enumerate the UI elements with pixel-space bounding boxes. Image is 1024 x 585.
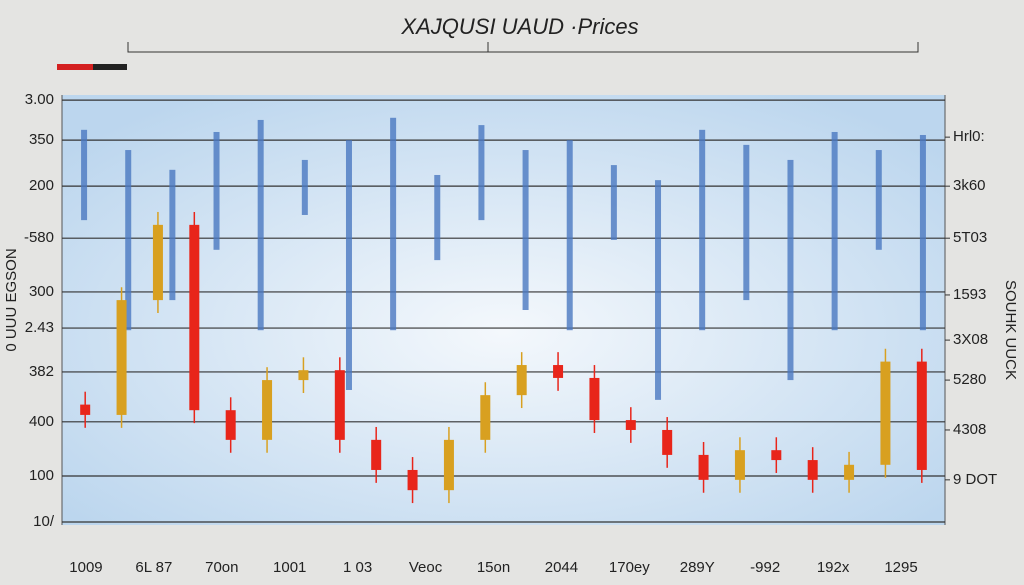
candle-body bbox=[553, 365, 564, 378]
y-tick-label: 100 bbox=[29, 467, 54, 484]
range-bar bbox=[610, 165, 617, 240]
candle-body bbox=[625, 420, 636, 430]
range-bar bbox=[831, 131, 838, 331]
x-tick-label: 1295 bbox=[884, 559, 917, 576]
range-bar bbox=[522, 150, 529, 310]
x-tick-label: 1 03 bbox=[343, 559, 372, 576]
candle-body bbox=[80, 404, 91, 415]
candle-body bbox=[262, 380, 273, 440]
candle-body bbox=[662, 429, 673, 455]
y-tick-label: 3.00 bbox=[25, 91, 54, 108]
candle-body bbox=[443, 439, 454, 491]
y-tick-label: 382 bbox=[29, 363, 54, 380]
y-tick-label: 400 bbox=[29, 413, 54, 430]
chart-title: XAJQUSI UAUD ·Prices bbox=[400, 14, 638, 39]
y-tick-label: 300 bbox=[29, 283, 54, 300]
candle-body bbox=[371, 439, 382, 470]
y-axis-title: 0 UUU EGSON bbox=[3, 248, 20, 351]
y2-axis-title: SOUHK UUCK bbox=[1002, 280, 1019, 380]
range-bar bbox=[655, 180, 662, 400]
y2-tick-label: 4308 bbox=[953, 421, 986, 438]
candle-body bbox=[844, 464, 855, 480]
range-bar bbox=[390, 117, 397, 331]
range-bar bbox=[345, 140, 352, 390]
candle-body bbox=[189, 224, 200, 411]
title-rule bbox=[127, 42, 919, 53]
range-bar bbox=[301, 159, 308, 215]
y2-tick-label: 5T03 bbox=[953, 229, 987, 246]
x-tick-label: 2044 bbox=[545, 559, 578, 576]
x-tick-label: 170ey bbox=[609, 559, 650, 576]
y-tick-label: 200 bbox=[29, 177, 54, 194]
x-tick-label: 6L 87 bbox=[135, 559, 172, 576]
candle-body bbox=[589, 377, 600, 421]
y-tick-label: 2.43 bbox=[25, 319, 54, 336]
y2-tick-label: 9 DOT bbox=[953, 471, 997, 488]
candle-body bbox=[152, 224, 163, 301]
y2-tick-label: Hrl0: bbox=[953, 128, 985, 145]
x-tick-label: 1009 bbox=[69, 559, 102, 576]
x-tick-label: Veoc bbox=[409, 559, 443, 576]
candle-body bbox=[807, 460, 818, 480]
y-tick-label: 10/ bbox=[33, 513, 55, 530]
range-bar bbox=[699, 129, 706, 331]
range-bar bbox=[434, 174, 441, 261]
x-tick-label: -992 bbox=[750, 559, 780, 576]
y2-tick-label: 3X08 bbox=[953, 331, 988, 348]
legend-swatch bbox=[93, 64, 127, 70]
candle-body bbox=[734, 450, 745, 480]
x-tick-label: 15on bbox=[477, 559, 510, 576]
candle-body bbox=[880, 361, 891, 465]
range-bar bbox=[743, 144, 750, 301]
candle-body bbox=[116, 300, 127, 415]
y2-tick-label: 1593 bbox=[953, 286, 986, 303]
range-bar bbox=[81, 129, 88, 221]
range-bar bbox=[566, 140, 573, 331]
candle-body bbox=[916, 361, 927, 470]
x-tick-label: 70on bbox=[205, 559, 238, 576]
candle-body bbox=[334, 370, 345, 440]
range-bar bbox=[875, 150, 882, 250]
x-tick-label: 1001 bbox=[273, 559, 306, 576]
y-tick-label: -580 bbox=[24, 229, 54, 246]
y-tick-label: 350 bbox=[29, 131, 54, 148]
candle-body bbox=[516, 365, 527, 396]
range-bar bbox=[257, 119, 264, 331]
range-bar bbox=[478, 125, 485, 221]
y2-tick-label: 5280 bbox=[953, 371, 986, 388]
x-tick-label: 289Y bbox=[680, 559, 715, 576]
candle-body bbox=[480, 395, 491, 440]
candle-body bbox=[771, 450, 782, 461]
range-bar bbox=[787, 159, 794, 381]
range-bar bbox=[169, 169, 176, 301]
range-bar bbox=[213, 131, 220, 250]
x-tick-label: 192x bbox=[817, 559, 850, 576]
candle-body bbox=[698, 454, 709, 480]
candle-body bbox=[407, 469, 418, 491]
plot-area bbox=[62, 95, 945, 525]
candle-body bbox=[225, 410, 236, 440]
y2-tick-label: 3k60 bbox=[953, 177, 986, 194]
candle-body bbox=[298, 370, 309, 381]
legend-swatch bbox=[57, 64, 93, 70]
range-bar bbox=[125, 150, 132, 331]
range-bar bbox=[919, 134, 926, 331]
